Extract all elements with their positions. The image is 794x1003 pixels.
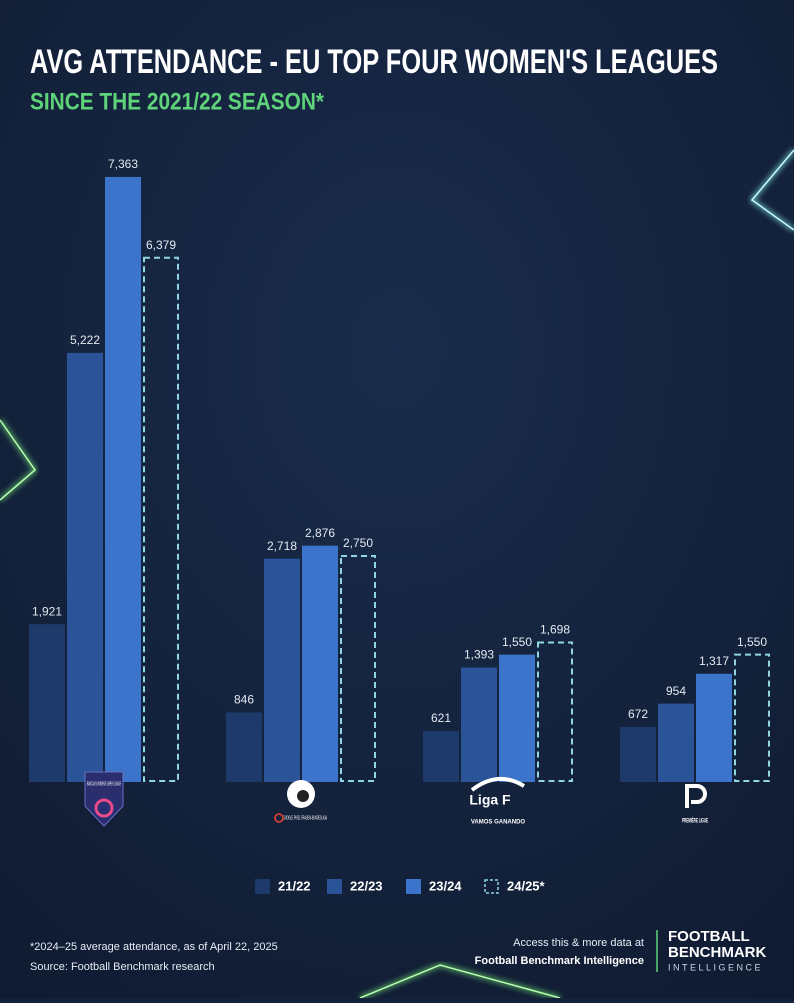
decoration	[0, 149, 794, 1000]
bar	[461, 667, 497, 782]
league-logo: GOOGLE PIXEL FRAUEN-BUNDESLIGA	[274, 780, 327, 823]
category-label: PREMIÈRE LIGUE	[682, 817, 708, 825]
logo-p	[685, 784, 707, 808]
bar	[29, 624, 65, 782]
value-label: 1,698	[540, 623, 570, 637]
value-label: 7,363	[108, 157, 138, 171]
bar	[696, 673, 732, 782]
cta-link[interactable]: Football Benchmark Intelligence	[475, 955, 644, 967]
value-label: 1,317	[699, 654, 729, 668]
value-label: 954	[666, 684, 686, 698]
legend-swatch	[484, 879, 499, 894]
chart-title: AVG ATTENDANCE - EU TOP FOUR WOMEN'S LEA…	[30, 43, 718, 81]
legend-label: 21/22	[278, 878, 311, 893]
category-label: GOOGLE PIXEL FRAUEN-BUNDESLIGA	[283, 815, 327, 821]
value-label: 1,550	[737, 635, 767, 649]
value-label: 2,876	[305, 526, 335, 540]
brand-line: FOOTBALL	[668, 928, 750, 945]
value-label: 621	[431, 711, 451, 725]
value-label: 1,550	[502, 635, 532, 649]
legend-swatch	[327, 879, 342, 894]
value-label: 1,921	[32, 604, 62, 618]
chart-subtitle: SINCE THE 2021/22 SEASON*	[30, 88, 325, 115]
cta-text: Access this & more data at	[513, 937, 644, 949]
logo-arc	[470, 777, 526, 792]
logo-g	[274, 813, 284, 823]
value-label: 2,750	[343, 536, 373, 550]
value-label: 6,379	[146, 238, 176, 252]
value-label: 1,393	[464, 648, 494, 662]
bar	[226, 712, 262, 782]
value-label: 2,718	[267, 539, 297, 553]
brand-line: BENCHMARK	[668, 944, 766, 961]
category-tagline: VAMOS GANANDO	[471, 820, 526, 826]
footnote: *2024–25 average attendance, as of April…	[30, 941, 278, 953]
brand-line: INTELLIGENCE	[668, 962, 763, 972]
value-label: 5,222	[70, 333, 100, 347]
bar	[620, 726, 656, 782]
category-label: BARCLAYS WOMEN'S SUPER LEAGUE	[87, 781, 121, 787]
value-label: 846	[234, 693, 254, 707]
value-label: 672	[628, 707, 648, 721]
category-label: Liga F	[469, 792, 511, 808]
bar	[302, 545, 338, 782]
legend-swatch	[255, 879, 270, 894]
legend-swatch	[406, 879, 421, 894]
source: Source: Football Benchmark research	[30, 961, 215, 973]
bar	[537, 641, 573, 783]
logo-ball-spot	[297, 790, 309, 802]
bar	[105, 176, 141, 782]
legend-label: 23/24	[429, 878, 462, 893]
bar	[499, 654, 535, 782]
bar	[658, 703, 694, 782]
logo-emblem	[94, 798, 114, 818]
bar	[340, 555, 376, 782]
legend-label: 24/25*	[507, 878, 546, 893]
bar	[423, 730, 459, 782]
league-logo: Liga F VAMOS GANANDO	[469, 777, 526, 826]
league-logo: BARCLAYS WOMEN'S SUPER LEAGUE	[84, 771, 124, 827]
bar	[67, 352, 103, 782]
bar	[264, 558, 300, 782]
league-logo: PREMIÈRE LIGUE	[682, 784, 708, 825]
bar	[143, 256, 179, 782]
legend-label: 22/23	[350, 878, 383, 893]
